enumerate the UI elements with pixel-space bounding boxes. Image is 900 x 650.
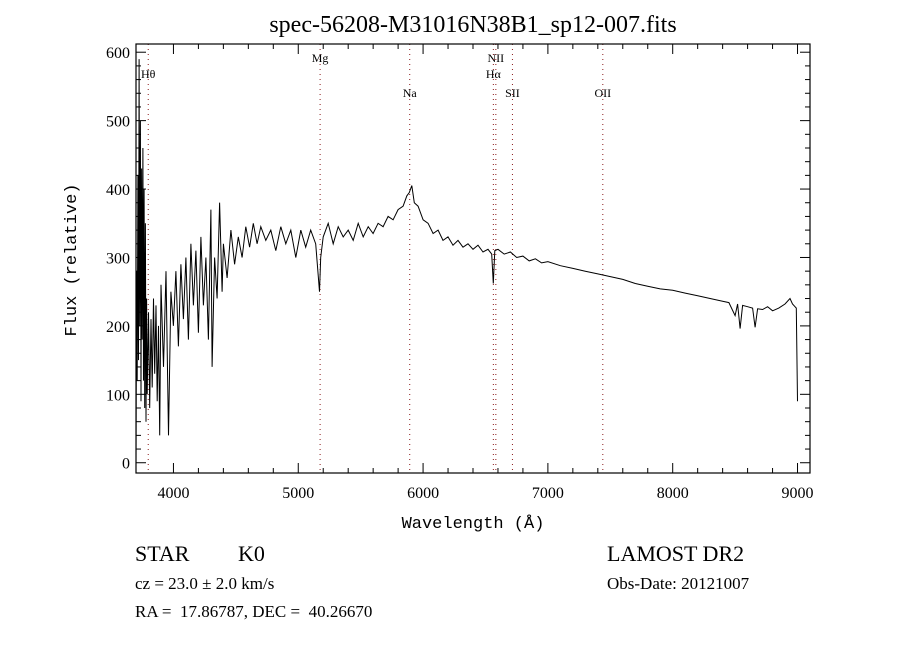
x-tick-label: 5000 [282, 485, 314, 502]
y-tick-label: 0 [122, 456, 130, 473]
x-tick-label: 9000 [782, 485, 814, 502]
object-type: STAR [135, 541, 190, 566]
line-label: NII [488, 51, 505, 65]
y-axis-label: Flux (relative) [63, 183, 82, 336]
x-tick-label: 7000 [532, 485, 564, 502]
y-tick-label: 300 [106, 250, 130, 267]
coordinates: RA = 17.86787, DEC = 40.26670 [135, 602, 373, 621]
line-label: OII [594, 86, 611, 100]
axis-ticks: 4000 5000 6000 7000 8000 9000 0 100 200 300 400 500… [106, 44, 814, 502]
y-tick-label: 500 [106, 114, 130, 131]
y-tick-label: 400 [106, 182, 130, 199]
plot-frame [135, 43, 811, 474]
y-tick-label: 100 [106, 387, 130, 404]
x-tick-label: 6000 [407, 485, 439, 502]
obs-date: Obs-Date: 20121007 [607, 574, 750, 593]
redshift-text: cz = 23.0 ± 2.0 km/s [135, 574, 275, 593]
line-label: Hθ [141, 67, 156, 81]
line-label: SII [505, 86, 520, 100]
x-tick-label: 4000 [157, 485, 189, 502]
survey-name: LAMOST DR2 [607, 541, 745, 566]
subclass: K0 [238, 541, 265, 566]
y-tick-label: 600 [106, 45, 130, 62]
y-tick-label: 200 [106, 319, 130, 336]
spectrum-line [135, 59, 798, 463]
chart-title: spec-56208-M31016N38B1_sp12-007.fits [269, 12, 676, 38]
line-label: Hα [486, 67, 502, 81]
x-axis-label: Wavelength (Å) [402, 515, 545, 534]
line-label: Mg [312, 51, 329, 65]
line-label: Na [403, 86, 418, 100]
x-tick-label: 8000 [657, 485, 689, 502]
